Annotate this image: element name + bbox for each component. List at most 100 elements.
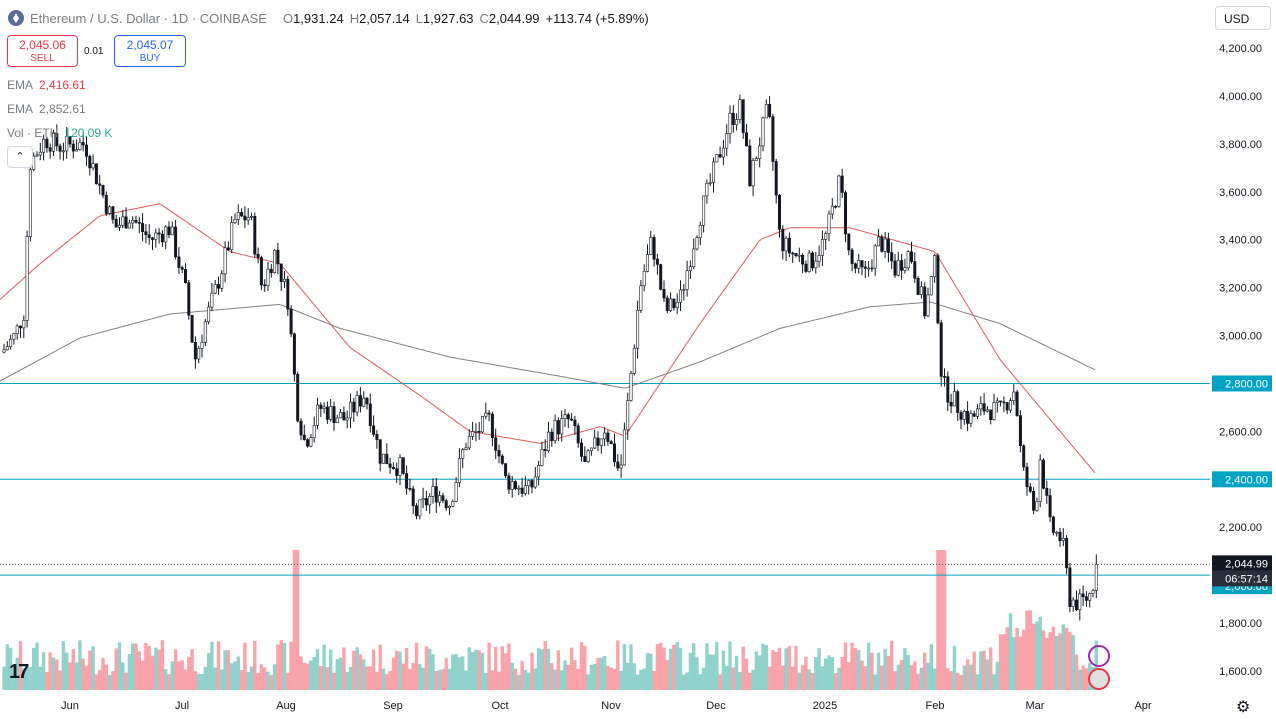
candle-body	[929, 276, 933, 296]
candle-body	[669, 298, 673, 311]
candle-body	[332, 406, 336, 424]
volume-bar	[569, 647, 574, 690]
volume-bar	[682, 674, 686, 690]
candle-body	[88, 155, 92, 169]
candle-body	[18, 325, 22, 329]
us-flag-icon[interactable]	[1088, 668, 1110, 690]
volume-bar	[421, 667, 425, 690]
volume-bar	[497, 671, 501, 690]
indicator-label: Vol · ETH	[7, 126, 59, 140]
candle-body	[48, 147, 52, 152]
candle-body	[688, 266, 692, 272]
candle-body	[279, 263, 283, 282]
close-label: C	[479, 10, 489, 26]
volume-bar	[454, 653, 458, 690]
volume-bar	[550, 663, 554, 690]
volume-bar	[731, 667, 735, 690]
volume-bar	[490, 670, 495, 690]
indicator-volume[interactable]: Vol · ETH 120.09 K	[7, 126, 112, 140]
volume-bar	[494, 646, 498, 690]
volume-bar	[61, 641, 66, 690]
currency-selector[interactable]: USD	[1215, 6, 1271, 30]
candle-body	[461, 449, 465, 459]
volume-bar	[358, 654, 363, 690]
volume-bar	[830, 657, 834, 690]
volume-bar	[1055, 636, 1059, 690]
sell-button[interactable]: 2,045.06 SELL	[7, 35, 78, 67]
volume-bar	[451, 654, 455, 690]
symbol-title[interactable]: Ethereum / U.S. Dollar · 1D · COINBASE	[30, 10, 267, 26]
volume-bar	[71, 649, 75, 690]
candle-body	[329, 406, 333, 420]
volume-bar	[1081, 665, 1085, 690]
candle-body	[622, 429, 626, 466]
volume-bar	[1058, 633, 1062, 690]
volume-bar	[282, 643, 287, 690]
volume-bar	[45, 671, 49, 690]
candle-body	[510, 481, 514, 490]
candle-body	[210, 292, 214, 308]
volume-bar	[187, 657, 191, 690]
candle-body	[256, 253, 260, 258]
candle-body	[827, 213, 831, 234]
candle-body	[1045, 487, 1049, 496]
candle-body	[751, 160, 755, 187]
volume-bar	[520, 660, 524, 690]
volume-bar	[738, 672, 742, 690]
volume-bar	[688, 652, 693, 690]
candle-body	[319, 404, 323, 409]
candle-body	[662, 288, 666, 299]
volume-bar	[1084, 668, 1089, 690]
candle-body	[12, 333, 16, 340]
volume-bar	[243, 642, 247, 690]
candle-body	[266, 268, 270, 287]
candle-body	[342, 412, 346, 421]
candle-body	[652, 237, 656, 260]
volume-bar	[936, 550, 940, 690]
volume-histogram	[2, 550, 1098, 690]
volume-bar	[536, 648, 541, 690]
volume-bar	[167, 674, 171, 690]
lightning-icon[interactable]	[1088, 645, 1110, 667]
indicator-ema-fast[interactable]: EMA 2,416.61	[7, 78, 86, 92]
candle-body	[985, 409, 989, 412]
candle-body	[758, 145, 762, 159]
close-value: 2,044.99	[488, 10, 540, 26]
settings-gear-icon[interactable]: ⚙	[1236, 699, 1251, 716]
candle-body	[42, 138, 46, 153]
buy-button[interactable]: 2,045.07 BUY	[114, 35, 186, 67]
indicator-ema-slow[interactable]: EMA 2,852.61	[7, 102, 86, 116]
candle-body	[893, 260, 897, 276]
candle-body	[741, 99, 745, 133]
candle-body	[94, 163, 98, 185]
volume-bar	[774, 651, 778, 690]
candle-body	[853, 263, 857, 269]
candle-body	[830, 205, 834, 215]
candle-body	[137, 222, 141, 224]
candle-body	[546, 431, 550, 451]
candle-body	[490, 413, 494, 439]
volume-bar	[893, 671, 897, 690]
candle-body	[777, 194, 781, 230]
candle-body	[451, 500, 455, 507]
candle-body	[108, 206, 112, 214]
candle-body	[467, 435, 471, 449]
volume-bar	[1002, 634, 1006, 690]
volume-bar	[642, 668, 646, 690]
volume-bar	[1045, 637, 1049, 690]
volume-bar	[84, 665, 89, 690]
volume-bar	[850, 642, 854, 690]
volume-bar	[959, 675, 963, 690]
volume-bar	[725, 665, 729, 690]
chevron-up-icon[interactable]: ⌃	[7, 146, 33, 168]
price-change: +113.74 (+5.89%)	[545, 10, 649, 26]
candle-body	[517, 487, 521, 490]
candle-body	[791, 252, 795, 255]
candle-body	[711, 161, 715, 183]
candle-body	[164, 226, 168, 243]
time-axis: Jun Jul Aug Sep Oct Nov Dec 2025 Feb Mar Apr	[61, 700, 1152, 712]
candle-body	[428, 495, 432, 506]
volume-bar	[573, 660, 577, 690]
low-value: 1,927.63	[422, 10, 474, 26]
